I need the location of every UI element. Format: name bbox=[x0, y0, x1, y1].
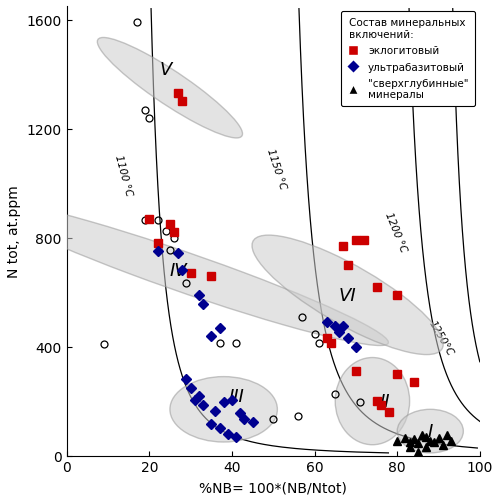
Text: V: V bbox=[160, 61, 172, 79]
Ellipse shape bbox=[335, 358, 409, 445]
Text: 1150 °C: 1150 °C bbox=[265, 148, 287, 191]
X-axis label: %NB= 100*(NB/Ntot): %NB= 100*(NB/Ntot) bbox=[200, 480, 347, 494]
Legend: эклогитовый, ультрабазитовый, "сверхглубинные"
минералы: эклогитовый, ультрабазитовый, "сверхглуб… bbox=[341, 12, 474, 106]
Ellipse shape bbox=[170, 377, 278, 442]
Text: 1100 °C: 1100 °C bbox=[113, 153, 134, 196]
Text: IV: IV bbox=[170, 262, 187, 280]
Text: III: III bbox=[228, 387, 244, 405]
Ellipse shape bbox=[252, 235, 443, 355]
Text: 1200 °C: 1200 °C bbox=[384, 210, 408, 253]
Ellipse shape bbox=[397, 409, 464, 453]
Text: II: II bbox=[380, 392, 390, 410]
Text: VI: VI bbox=[339, 286, 356, 304]
Ellipse shape bbox=[0, 201, 388, 346]
Text: 1250°C: 1250°C bbox=[427, 318, 455, 357]
Text: I: I bbox=[428, 422, 433, 440]
Y-axis label: N tot, at.ppm: N tot, at.ppm bbox=[7, 185, 21, 278]
Ellipse shape bbox=[98, 39, 242, 139]
